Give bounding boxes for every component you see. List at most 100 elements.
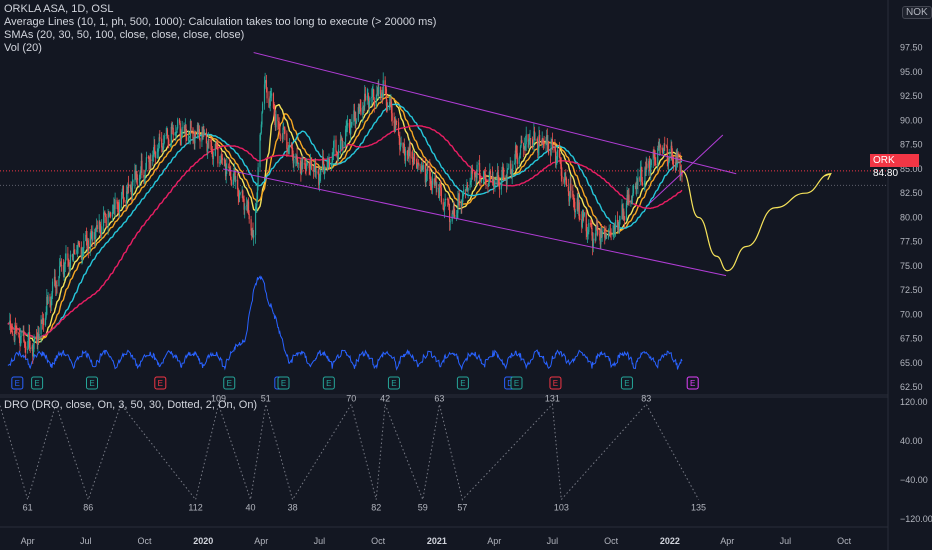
candle-body	[90, 231, 93, 233]
candle-body	[533, 131, 536, 140]
candle-body	[91, 232, 93, 241]
dro-axis[interactable]: 120.00 40.00 −40.00 −120.00	[900, 397, 932, 524]
earnings-e-icon[interactable]: E	[686, 376, 699, 390]
candle-body	[492, 178, 494, 182]
candle-body	[413, 153, 415, 164]
earnings-e-icon[interactable]: E	[322, 376, 335, 390]
event-marker-letter: E	[15, 379, 20, 388]
earnings-e-icon[interactable]: E	[154, 376, 167, 390]
earnings-e-icon[interactable]: E	[549, 376, 562, 390]
candle-body	[493, 185, 495, 188]
candle-body	[674, 162, 677, 171]
candle-body	[416, 161, 418, 168]
candle-body	[439, 186, 441, 188]
candle-body	[327, 160, 329, 169]
dro-legend[interactable]: DRO (DRO, close, On, 3, 50, 30, Dotted, …	[4, 399, 258, 411]
smas-legend[interactable]: SMAs (20, 30, 50, 100, close, close, clo…	[4, 29, 245, 41]
candle-body	[120, 198, 123, 205]
candle-body	[326, 166, 328, 169]
candle-body	[148, 162, 151, 164]
candle-body	[569, 183, 571, 197]
candle-body	[27, 348, 29, 350]
candle-body	[373, 99, 375, 107]
symbol-title[interactable]: ORKLA ASA, 1D, OSL	[4, 3, 114, 15]
candle-body	[189, 120, 192, 137]
earnings-e-icon[interactable]: E	[277, 376, 290, 390]
currency-badge[interactable]: NOK	[902, 6, 932, 19]
candle-body	[500, 179, 502, 190]
candle-body	[433, 178, 435, 185]
earnings-e-icon[interactable]: E	[85, 376, 98, 390]
candle-body	[140, 171, 142, 173]
average-lines-legend[interactable]: Average Lines (10, 1, ph, 500, 1000): Ca…	[4, 16, 437, 28]
candle-body	[470, 182, 472, 185]
candle-body	[71, 254, 73, 257]
candle-body	[417, 163, 419, 165]
candle-body	[239, 192, 241, 194]
candle-body	[165, 135, 167, 137]
earnings-e-icon[interactable]: E	[620, 376, 633, 390]
candle-body	[20, 335, 22, 337]
time-axis[interactable]: Apr Jul Oct 2020 Apr Jul Oct 2021 Apr Jul Oct 2022 A…	[21, 536, 852, 546]
candle-body	[534, 139, 536, 141]
candle-body	[648, 161, 650, 168]
candle-body	[418, 164, 420, 166]
candle-body	[123, 198, 125, 202]
candle-body	[539, 134, 541, 142]
candle-body	[282, 127, 284, 140]
candle-body	[625, 202, 628, 221]
candle-body	[256, 199, 258, 206]
candle-body	[567, 186, 569, 192]
candle-body	[359, 104, 361, 108]
candle-body	[516, 153, 518, 164]
candle-body	[237, 179, 239, 190]
candle-body	[336, 151, 338, 153]
candle-body	[599, 234, 601, 236]
candle-body	[201, 132, 203, 142]
candle-body	[434, 178, 436, 185]
candle-body	[355, 118, 357, 124]
candle-body	[635, 185, 637, 189]
earnings-e-icon[interactable]: E	[510, 376, 523, 390]
candle-body	[112, 209, 114, 212]
earnings-e-icon[interactable]: E	[223, 376, 236, 390]
candle-body	[560, 161, 562, 165]
candle-body	[585, 212, 587, 232]
candle-body	[98, 221, 100, 230]
price-axis[interactable]: 97.50 95.00 92.50 90.00 87.50 85.00 82.50 80.00…	[900, 43, 923, 392]
candle-body	[147, 157, 149, 159]
candle-body	[591, 227, 593, 236]
candle-body	[45, 314, 47, 318]
time-tick-label: Oct	[137, 536, 152, 546]
volume-legend[interactable]: Vol (20)	[4, 42, 42, 54]
candle-body	[167, 138, 169, 140]
candle-body	[594, 238, 596, 241]
candle-body	[632, 193, 634, 196]
candle-body	[279, 134, 282, 136]
earnings-e-icon[interactable]: E	[387, 376, 400, 390]
candle-body	[552, 145, 554, 147]
dro-tick-label: −120.00	[900, 514, 932, 524]
candle-body	[457, 193, 460, 199]
trend-channel[interactable]	[222, 52, 737, 277]
earnings-e-icon[interactable]: E	[456, 376, 469, 390]
candle-body	[550, 142, 552, 155]
candle-body	[149, 159, 151, 164]
candle-body	[175, 132, 177, 134]
candle-body	[636, 184, 638, 186]
candle-body	[216, 146, 218, 148]
projection-curve[interactable]	[681, 170, 832, 272]
candle-body	[310, 160, 312, 165]
candle-body	[578, 202, 580, 219]
candle-body	[668, 157, 670, 162]
candle-body	[22, 330, 24, 336]
candle-body	[14, 325, 17, 327]
candle-body	[394, 120, 396, 132]
earnings-e-icon[interactable]: E	[31, 376, 44, 390]
candle-body	[577, 198, 579, 210]
candle-body	[444, 198, 446, 207]
candle-body	[284, 128, 286, 134]
price-tick-label: 85.00	[900, 164, 923, 174]
earnings-e-icon[interactable]: E	[11, 376, 24, 390]
